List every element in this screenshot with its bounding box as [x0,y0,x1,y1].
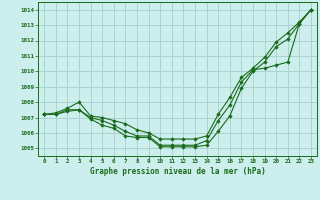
X-axis label: Graphe pression niveau de la mer (hPa): Graphe pression niveau de la mer (hPa) [90,167,266,176]
